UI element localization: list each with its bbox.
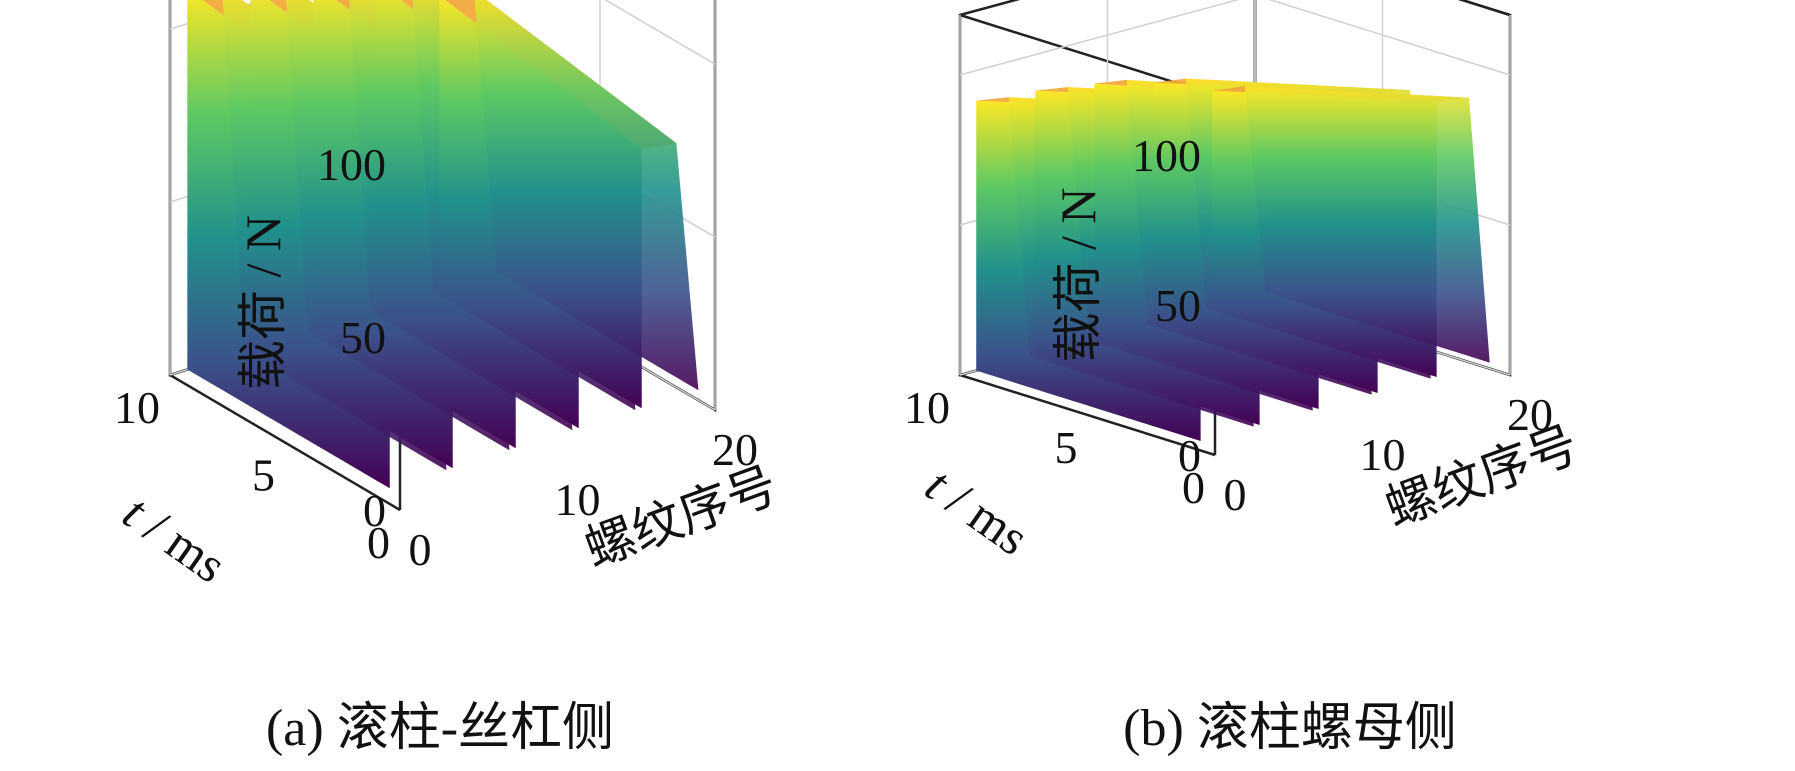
y-tick-label: 0 — [367, 517, 390, 568]
chart-panel-b: 0 50 100 0 10 20 0 5 10 载荷 / N t / ms 螺纹序号 (b) 滚柱螺母侧 — [904, 0, 1585, 757]
y-axis-label: t / ms — [916, 456, 1039, 566]
z-tick-label: 50 — [340, 312, 386, 363]
x-tick-label: 20 — [712, 424, 758, 475]
tick-labels: 0 50 100 0 10 20 0 5 10 — [904, 130, 1553, 520]
x-tick-label: 0 — [1224, 469, 1247, 520]
z-tick-label: 50 — [1155, 280, 1201, 331]
load-surface — [187, 0, 699, 489]
grid-line — [959, 0, 1511, 76]
x-axis-label: 螺纹序号 — [1378, 416, 1585, 537]
y-tick-label: 5 — [252, 450, 275, 501]
y-tick-label: 10 — [904, 382, 950, 433]
z-axis-label: 载荷 / N — [1050, 188, 1106, 363]
x-tick-label: 10 — [555, 474, 601, 525]
z-tick-label: 0 — [1178, 430, 1201, 481]
z-tick-label: 100 — [317, 139, 386, 190]
surface-slope — [474, 0, 699, 391]
z-axis-label: 载荷 / N — [235, 215, 291, 390]
floor-back-edge — [959, 373, 1216, 457]
y-tick-label: 5 — [1055, 422, 1078, 473]
top-right-edge — [1458, 0, 1511, 17]
floor-back-edge — [169, 373, 401, 512]
y-axis-label: t / ms — [113, 484, 236, 594]
x-axis-label: 螺纹序号 — [577, 457, 784, 578]
panel-caption: (a) 滚柱-丝杠侧 — [266, 700, 614, 757]
surface-slope — [1244, 86, 1490, 363]
y-tick-label: 0 — [1182, 462, 1205, 513]
load-surface — [976, 78, 1490, 441]
z-tick-label: 100 — [1132, 130, 1201, 181]
x-tick-label: 10 — [1360, 429, 1406, 480]
z-tick-label: 0 — [363, 485, 386, 536]
panel-caption: (b) 滚柱螺母侧 — [1123, 700, 1457, 757]
y-tick-label: 10 — [114, 382, 160, 433]
tick-labels: 0 50 100 0 10 20 0 5 10 — [114, 139, 758, 575]
x-tick-label: 20 — [1507, 389, 1553, 440]
chart-panel-a: 0 50 100 0 10 20 0 5 10 载荷 / N t / ms 螺纹序号 (a) 滚柱-丝杠… — [113, 0, 785, 757]
grid-line — [169, 0, 716, 65]
x-tick-label: 0 — [409, 524, 432, 575]
